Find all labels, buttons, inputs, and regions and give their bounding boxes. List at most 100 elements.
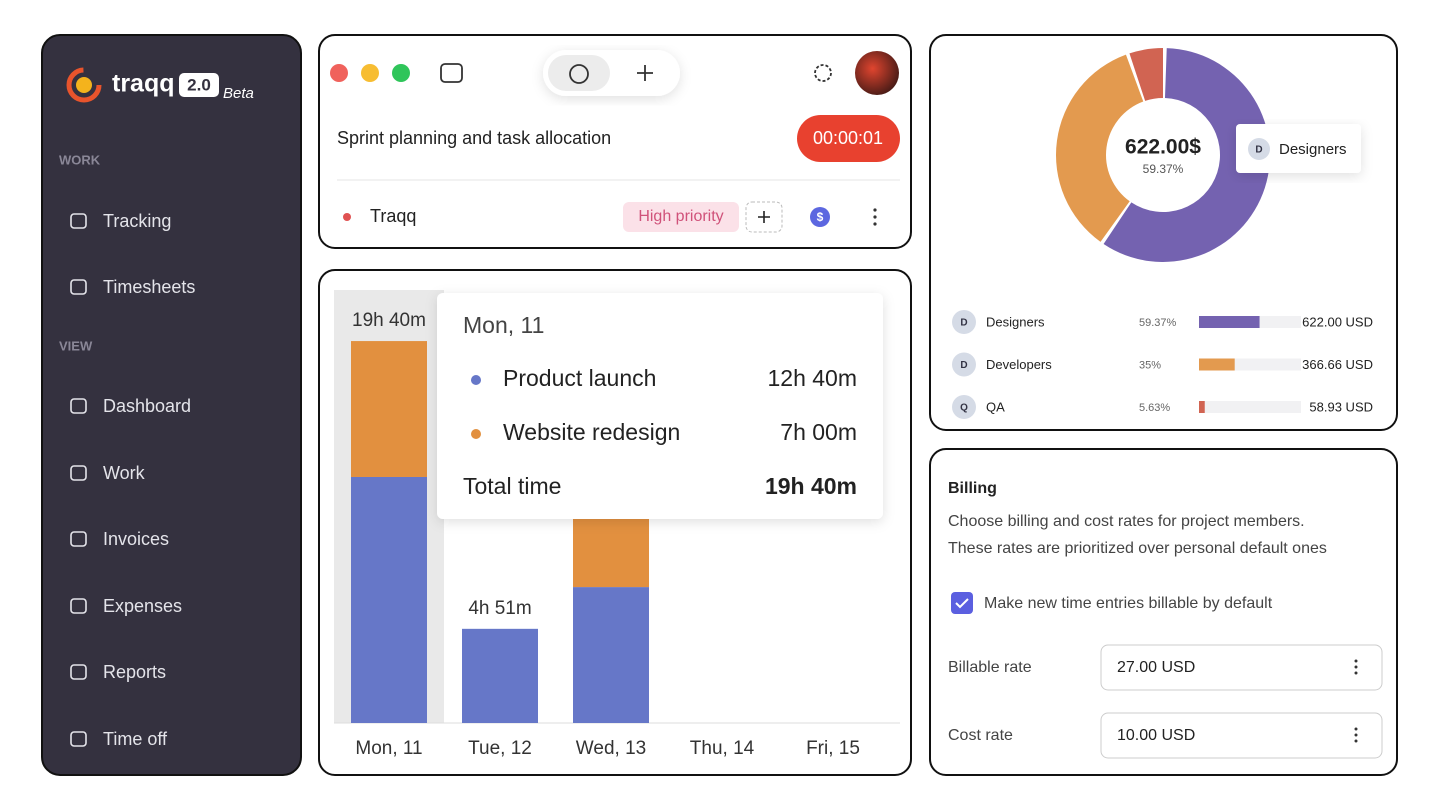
version-badge	[179, 73, 219, 97]
nav-item[interactable]: Work	[103, 463, 146, 483]
tag: High priority	[638, 208, 723, 225]
project-dot	[343, 213, 351, 221]
sidebar: traqq 2.0 Beta WORK Tracking Timesheets VIE…	[41, 34, 302, 776]
plus	[758, 211, 770, 223]
field-label: Cost rate	[948, 727, 1013, 744]
billing-title: Billing	[948, 480, 997, 497]
window-close[interactable]	[330, 64, 348, 82]
bar-segment	[573, 587, 649, 723]
section-title: WORK	[59, 152, 101, 167]
amount-label: 58.93 USD	[1309, 399, 1373, 414]
nav-icon	[70, 213, 87, 229]
billing-desc: These rates are prioritized over persona…	[948, 540, 1327, 557]
initial: D	[960, 360, 967, 371]
bar-segment	[351, 476, 427, 723]
field-value: 10.00 USD	[1117, 727, 1195, 744]
nav-item[interactable]: Dashboard	[103, 396, 191, 416]
x-tick-label: Tue, 12	[468, 738, 532, 759]
nav-icon	[70, 531, 87, 547]
add-mode[interactable]	[637, 65, 653, 81]
logo: traqq	[112, 70, 175, 98]
check	[955, 598, 969, 609]
avatar[interactable]	[855, 51, 899, 95]
donut-slice[interactable]	[1129, 48, 1163, 101]
timer-card: Sprint planning and task allocation 00:0…	[318, 34, 912, 249]
initial: Q	[960, 403, 968, 414]
nav-icon	[70, 664, 87, 680]
amount-label: 366.66 USD	[1302, 357, 1373, 372]
share-track	[1199, 401, 1301, 413]
total-label: 4h 51m	[468, 598, 531, 619]
section-title: VIEW	[59, 338, 93, 353]
beta: Beta	[223, 85, 254, 102]
timer-button[interactable]	[797, 115, 900, 162]
tooltip-total-label: Total time	[463, 473, 561, 499]
nav-icon	[70, 598, 87, 614]
center-value: 622.00$	[1125, 136, 1201, 159]
x-tick-label: Mon, 11	[355, 738, 422, 759]
cost-chart-card: 622.00$ 59.37% D Designers D Designers 59.37% 6…	[929, 34, 1398, 431]
nav-icon	[70, 465, 87, 481]
billable-rate-input[interactable]	[1100, 644, 1383, 691]
tooltip: Mon, 11 Total time 19h 40m Product launc…	[437, 293, 883, 519]
x-tick-label: Wed, 13	[576, 738, 646, 759]
share-bar	[1199, 358, 1235, 371]
billable-toggle[interactable]	[810, 207, 830, 227]
nav-item[interactable]: Expenses	[103, 596, 182, 616]
tooltip-bg	[437, 293, 883, 519]
percent-label: 59.37%	[1139, 317, 1177, 329]
bar-segment	[351, 341, 427, 477]
tooltip-value: 12h 40m	[767, 365, 857, 391]
window-max[interactable]	[392, 64, 410, 82]
donut-slice[interactable]	[1055, 54, 1144, 242]
initial-badge	[952, 310, 976, 334]
settings[interactable]	[814, 64, 832, 82]
window-min[interactable]	[361, 64, 379, 82]
x-tick-label: Thu, 14	[690, 738, 755, 759]
billing-card: Billing Choose billing and cost rates fo…	[929, 448, 1398, 776]
stopwatch-icon	[569, 64, 589, 84]
sidebar-bg	[41, 34, 302, 776]
dollar-icon: $	[817, 210, 824, 224]
nav-item[interactable]: Reports	[103, 662, 166, 682]
checkbox-label[interactable]: Make new time entries billable by defaul…	[984, 595, 1273, 612]
billing-desc: Choose billing and cost rates for projec…	[948, 513, 1305, 530]
legend-dot	[471, 429, 481, 439]
total-label: 19h 40m	[352, 310, 426, 331]
field-label: Billable rate	[948, 659, 1032, 676]
donut-slice[interactable]	[1103, 48, 1270, 262]
task-name[interactable]: Sprint planning and task allocation	[337, 128, 611, 148]
slice-tooltip	[1236, 124, 1361, 173]
legend-label: Product launch	[503, 365, 656, 391]
nav-icon	[70, 731, 87, 747]
legend-label: Developers	[986, 357, 1052, 372]
nav-item[interactable]: Tracking	[103, 211, 171, 231]
field-menu[interactable]	[1354, 727, 1358, 743]
tooltip-total: 19h 40m	[765, 473, 857, 499]
cost-rate-input[interactable]	[1100, 712, 1383, 759]
nav-item[interactable]: Timesheets	[103, 277, 195, 297]
tooltip-label: Designers	[1279, 141, 1347, 158]
legend-label: Designers	[986, 314, 1045, 329]
more-menu[interactable]	[873, 208, 877, 226]
center-percent: 59.37%	[1143, 162, 1184, 176]
notes-icon[interactable]	[440, 63, 463, 83]
field-value: 27.00 USD	[1117, 659, 1195, 676]
timer-mode[interactable]	[548, 55, 610, 91]
nav-item[interactable]: Time off	[103, 729, 168, 749]
field-menu[interactable]	[1354, 659, 1358, 675]
checkbox[interactable]	[951, 592, 973, 614]
nav-item[interactable]: Invoices	[103, 529, 169, 549]
initial: D	[1255, 145, 1262, 156]
tooltip-title: Mon, 11	[463, 312, 544, 338]
legend-dot	[471, 375, 481, 385]
tooltip-value: 7h 00m	[780, 419, 857, 445]
tag-pill[interactable]	[623, 202, 739, 232]
project[interactable]: Traqq	[370, 206, 416, 226]
bars: Mon, 11 19h 40m Tue, 12 4h 51m Wed, 13 Thu, 1…	[351, 310, 860, 759]
x-tick-label: Fri, 15	[806, 738, 860, 759]
logo-icon	[66, 67, 102, 103]
initial-badge	[952, 352, 976, 377]
